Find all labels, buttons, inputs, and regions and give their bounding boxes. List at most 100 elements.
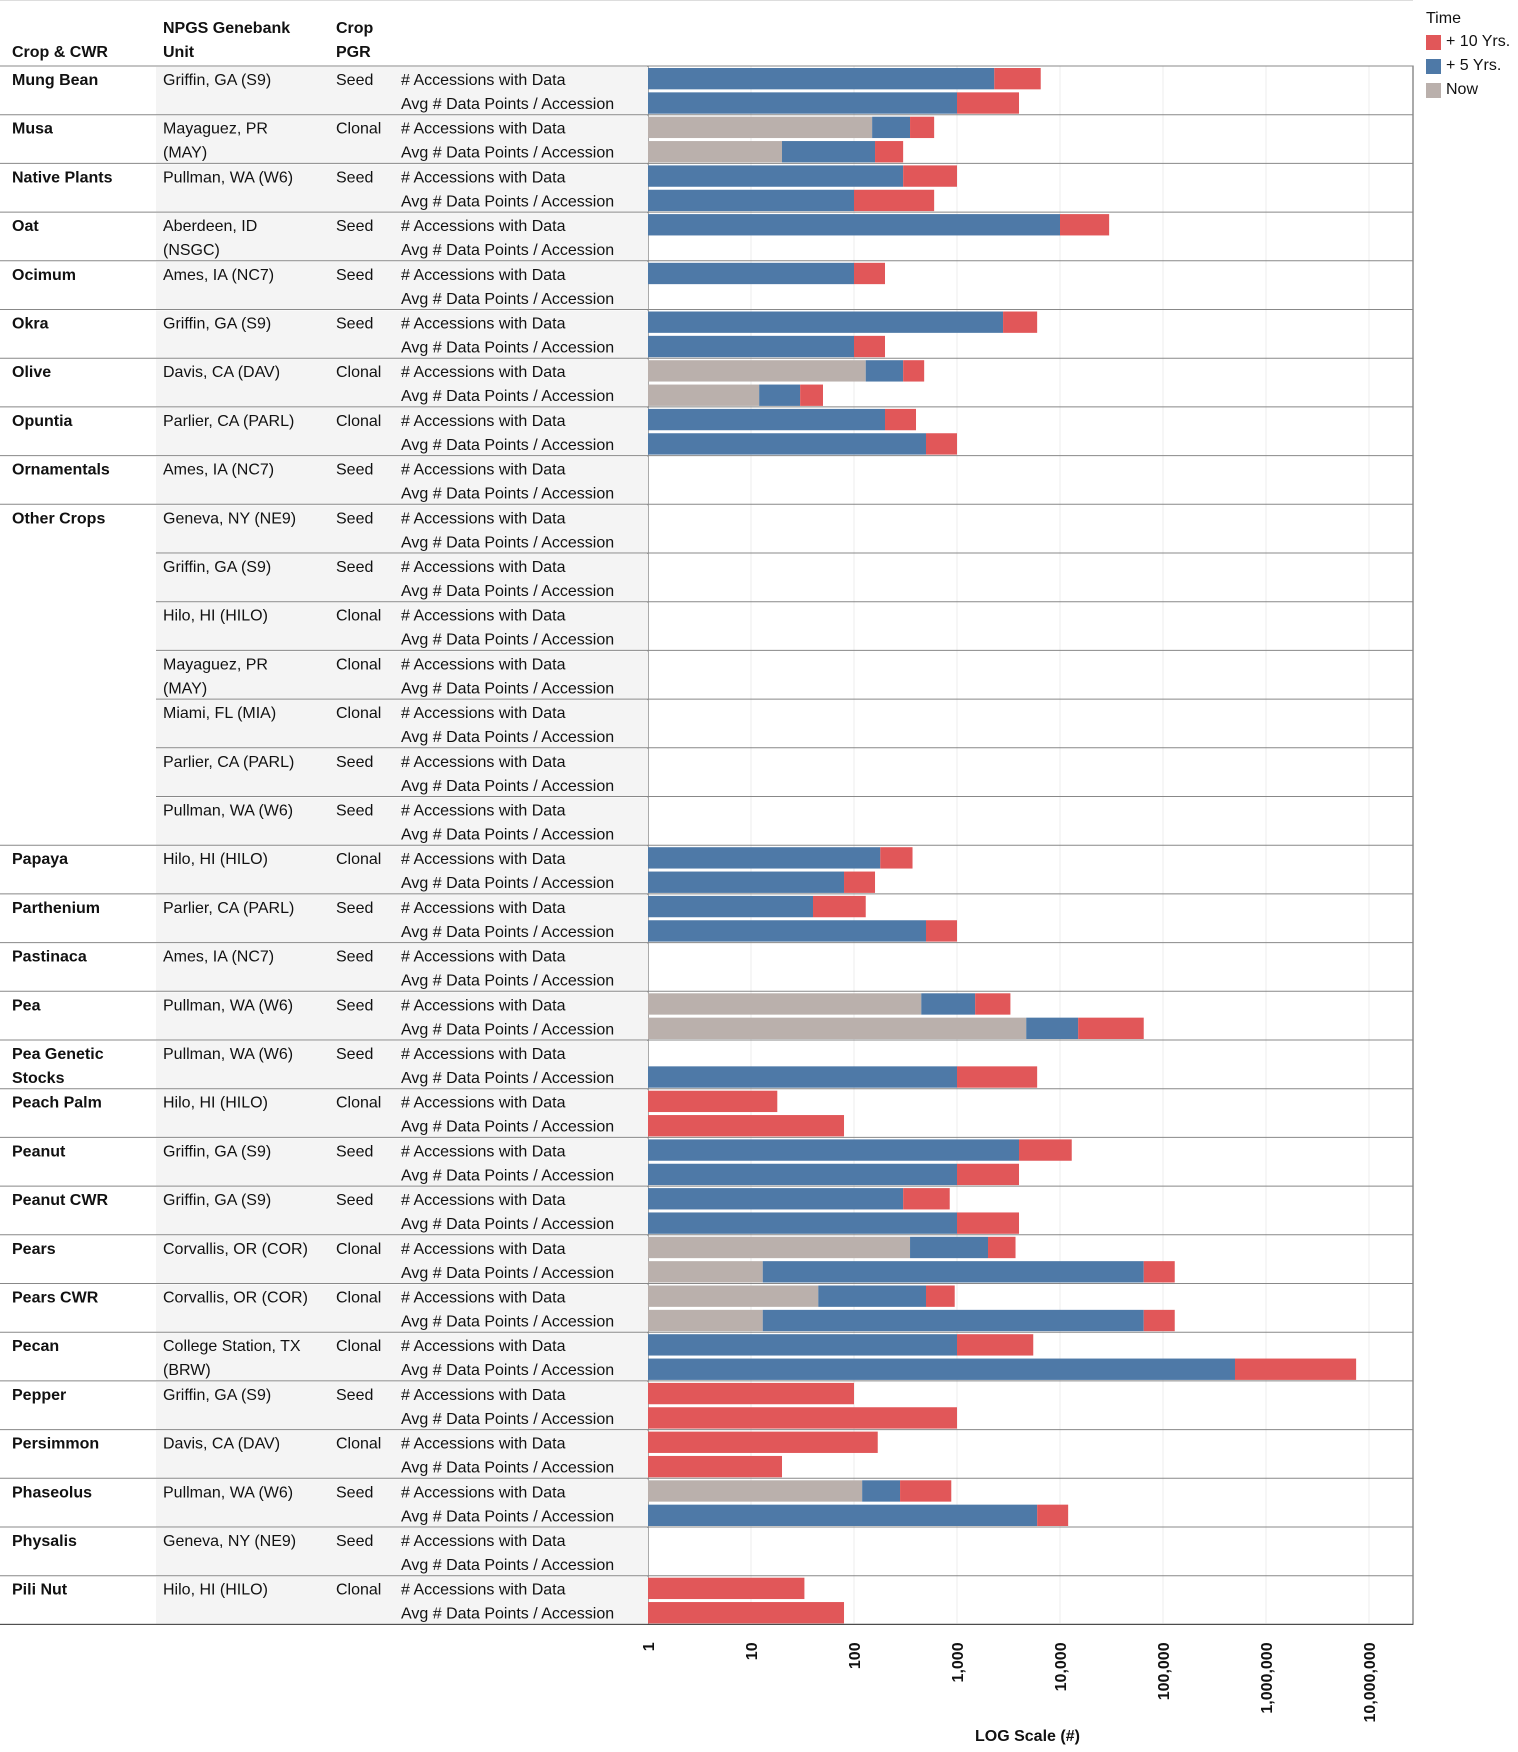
row-2-measure-accessions: # Accessions with Data [401, 169, 566, 186]
legend-item-10yrs: + 10 Yrs. [1426, 30, 1510, 54]
row-8-unit-line0: Ames, IA (NC7) [163, 462, 274, 479]
row-26-avg_points-y5-bar [648, 1358, 1235, 1380]
row-5-cell-bg [156, 310, 648, 359]
legend-item-now: Now [1426, 78, 1510, 102]
row-15-measure-avg: Avg # Data Points / Accession [401, 827, 614, 844]
row-2-crop-line0: Native Plants [12, 169, 113, 186]
row-22-pgr: Seed [336, 1143, 373, 1160]
legend-swatch-5yrs [1426, 58, 1441, 74]
row-14-measure-accessions: # Accessions with Data [401, 754, 566, 771]
row-18-unit-line0: Ames, IA (NC7) [163, 949, 274, 966]
row-4-unit-line0: Ames, IA (NC7) [163, 267, 274, 284]
row-5-measure-accessions: # Accessions with Data [401, 316, 566, 333]
legend-swatch-10yrs [1426, 34, 1441, 50]
row-25-crop-line0: Pears CWR [12, 1290, 99, 1307]
row-21-avg_points-y10-bar [648, 1115, 845, 1137]
x-axis-title: LOG Scale (#) [975, 1728, 1080, 1745]
row-2-unit-line0: Pullman, WA (W6) [163, 169, 293, 186]
row-7-crop-line0: Opuntia [12, 413, 73, 430]
row-3-unit-line1: (NSGC) [163, 242, 220, 259]
row-1-measure-accessions: # Accessions with Data [401, 121, 566, 138]
row-1-avg_points-now-bar [648, 141, 783, 163]
legend-swatch-now [1426, 82, 1441, 98]
legend: Time + 10 Yrs. + 5 Yrs. Now [1426, 8, 1510, 102]
row-28-avg_points-y10-bar [648, 1455, 783, 1478]
row-17-avg_points-y5-bar [648, 920, 926, 942]
row-9-cell-bg [156, 505, 648, 553]
row-20-unit-line0: Pullman, WA (W6) [163, 1046, 293, 1063]
row-16-cell-bg [156, 846, 648, 894]
row-3-unit-line0: Aberdeen, ID [163, 218, 257, 235]
row-29-avg_points-y5-bar [648, 1504, 1038, 1526]
row-16-accessions-y10-bar [880, 847, 913, 869]
row-1-unit-line1: (MAY) [163, 145, 207, 162]
row-9-pgr: Seed [336, 510, 373, 527]
row-28-measure-accessions: # Accessions with Data [401, 1436, 566, 1453]
row-17-cell-bg [156, 894, 648, 943]
row-28-measure-avg: Avg # Data Points / Accession [401, 1460, 614, 1477]
row-27-cell-bg [156, 1381, 648, 1430]
row-18-crop-line0: Pastinaca [12, 949, 87, 966]
row-6-unit-line0: Davis, CA (DAV) [163, 364, 280, 381]
row-30-pgr: Seed [336, 1533, 373, 1550]
row-6-pgr: Clonal [336, 364, 381, 381]
row-22-avg_points-y10-bar [957, 1163, 1020, 1186]
row-24-measure-accessions: # Accessions with Data [401, 1241, 566, 1258]
row-29-accessions-y5-bar [862, 1480, 901, 1502]
row-14-unit-line0: Parlier, CA (PARL) [163, 754, 294, 771]
row-12-cell-bg [156, 651, 648, 700]
row-12-measure-accessions: # Accessions with Data [401, 656, 566, 673]
row-22-accessions-y10-bar [1019, 1139, 1072, 1161]
row-1-unit-line0: Mayaguez, PR [163, 121, 268, 138]
row-7-cell-bg [156, 407, 648, 456]
row-0-accessions-y10-bar [994, 68, 1041, 90]
row-5-unit-line0: Griffin, GA (S9) [163, 316, 271, 333]
row-30-unit-line0: Geneva, NY (NE9) [163, 1533, 296, 1550]
row-25-accessions-y5-bar [818, 1285, 926, 1307]
row-24-unit-line0: Corvallis, OR (COR) [163, 1241, 308, 1258]
tick-label-1-000: 1,000 [950, 1642, 967, 1682]
row-2-cell-bg [156, 164, 648, 213]
row-24-avg_points-now-bar [648, 1261, 763, 1283]
row-3-measure-avg: Avg # Data Points / Accession [401, 242, 614, 259]
row-19-avg_points-now-bar [648, 1017, 1027, 1039]
row-31-measure-accessions: # Accessions with Data [401, 1582, 566, 1599]
row-18-measure-avg: Avg # Data Points / Accession [401, 973, 614, 990]
row-17-accessions-y5-bar [648, 895, 814, 918]
row-0-pgr: Seed [336, 72, 373, 89]
row-9-unit-line0: Geneva, NY (NE9) [163, 510, 296, 527]
row-8-measure-avg: Avg # Data Points / Accession [401, 486, 614, 503]
row-29-cell-bg [156, 1479, 648, 1527]
row-18-cell-bg [156, 943, 648, 992]
tick-label-1: 1 [641, 1642, 658, 1651]
row-19-accessions-y5-bar [921, 993, 976, 1015]
row-22-accessions-y5-bar [648, 1139, 1020, 1161]
row-26-measure-avg: Avg # Data Points / Accession [401, 1362, 614, 1379]
row-20-measure-accessions: # Accessions with Data [401, 1046, 566, 1063]
row-1-accessions-y10-bar [910, 116, 935, 139]
row-21-measure-accessions: # Accessions with Data [401, 1095, 566, 1112]
row-17-crop-line0: Parthenium [12, 900, 100, 917]
row-26-measure-accessions: # Accessions with Data [401, 1338, 566, 1355]
row-5-crop-line0: Okra [12, 316, 49, 333]
row-23-measure-accessions: # Accessions with Data [401, 1192, 566, 1209]
row-19-accessions-now-bar [648, 993, 922, 1015]
row-29-measure-accessions: # Accessions with Data [401, 1484, 566, 1501]
row-4-measure-accessions: # Accessions with Data [401, 267, 566, 284]
row-15-unit-line0: Pullman, WA (W6) [163, 803, 293, 820]
row-27-pgr: Seed [336, 1387, 373, 1404]
row-10-measure-avg: Avg # Data Points / Accession [401, 583, 614, 600]
row-6-accessions-now-bar [648, 360, 866, 382]
row-13-pgr: Clonal [336, 705, 381, 722]
legend-title: Time [1426, 10, 1461, 27]
row-22-avg_points-y5-bar [648, 1163, 957, 1186]
row-7-unit-line0: Parlier, CA (PARL) [163, 413, 294, 430]
row-30-measure-avg: Avg # Data Points / Accession [401, 1557, 614, 1574]
row-27-measure-avg: Avg # Data Points / Accession [401, 1411, 614, 1428]
row-7-measure-avg: Avg # Data Points / Accession [401, 437, 614, 454]
row-6-measure-accessions: # Accessions with Data [401, 364, 566, 381]
row-1-avg_points-y5-bar [782, 141, 876, 163]
row-0-measure-accessions: # Accessions with Data [401, 72, 566, 89]
row-26-crop-line0: Pecan [12, 1338, 59, 1355]
row-23-accessions-y5-bar [648, 1188, 904, 1210]
